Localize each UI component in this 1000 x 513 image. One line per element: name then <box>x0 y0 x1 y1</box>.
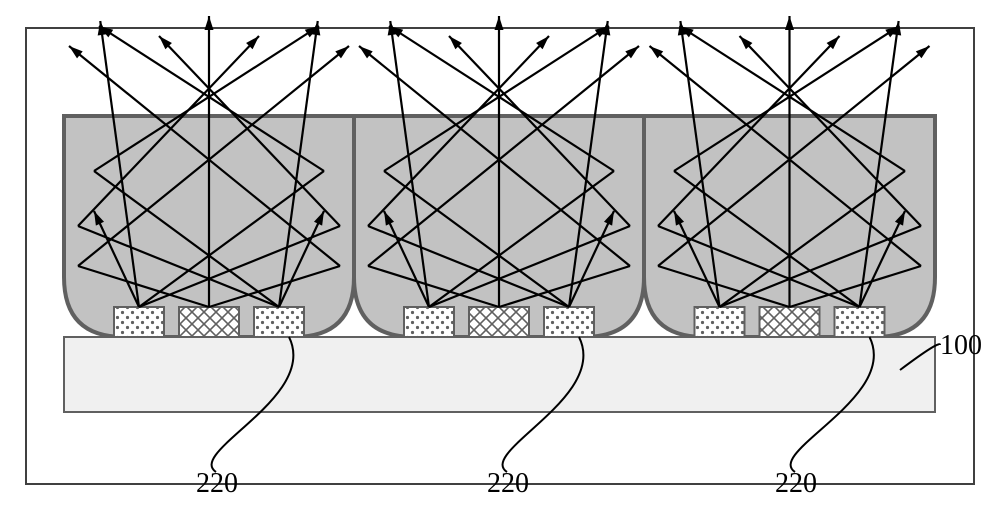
label-220-3: 220 <box>775 468 817 500</box>
label-220-1: 220 <box>196 468 238 500</box>
label-100: 100 <box>940 330 982 362</box>
label-220-2: 220 <box>487 468 529 500</box>
diagram-svg <box>0 0 1000 513</box>
